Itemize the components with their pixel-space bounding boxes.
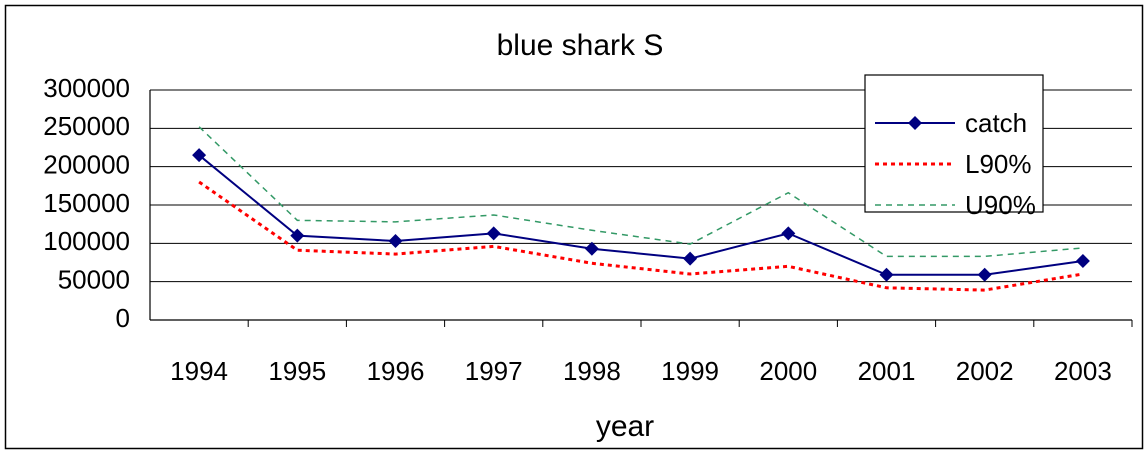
series-line	[198, 126, 1083, 258]
y-tick-label: 0	[116, 303, 130, 333]
y-tick-label: 200000	[43, 150, 130, 180]
point-marker	[584, 241, 599, 256]
point-marker	[1075, 253, 1090, 268]
point-marker	[977, 267, 992, 282]
legend-label: U90%	[965, 190, 1036, 220]
point-marker	[781, 226, 796, 241]
y-tick-label: 250000	[43, 111, 130, 141]
x-tick-label: 1996	[367, 356, 425, 386]
x-tick-label: 1995	[268, 356, 326, 386]
y-tick-label: 150000	[43, 188, 130, 218]
point-marker	[683, 251, 698, 266]
x-tick-label: 2003	[1054, 356, 1112, 386]
x-tick-label: 2000	[759, 356, 817, 386]
legend-marker	[908, 116, 922, 130]
legend-box	[864, 74, 1044, 213]
x-tick-label: 1997	[465, 356, 523, 386]
x-tick-label: 1994	[170, 356, 228, 386]
chart-title: blue shark S	[497, 29, 664, 62]
legend-label: L90%	[965, 149, 1032, 179]
series-line	[198, 180, 1084, 292]
x-tick-label: 2002	[956, 356, 1014, 386]
x-tick-label: 2001	[858, 356, 916, 386]
x-axis-title: year	[596, 410, 654, 443]
point-marker	[192, 148, 207, 163]
point-marker	[486, 226, 501, 241]
y-tick-label: 300000	[43, 73, 130, 103]
y-tick-label: 100000	[43, 226, 130, 256]
point-marker	[879, 267, 894, 282]
series-line	[198, 154, 1084, 276]
x-tick-label: 1998	[563, 356, 621, 386]
y-tick-label: 50000	[58, 265, 130, 295]
legend-label: catch	[965, 108, 1027, 138]
point-marker	[388, 234, 403, 249]
x-tick-label: 1999	[661, 356, 719, 386]
point-marker	[290, 228, 305, 243]
